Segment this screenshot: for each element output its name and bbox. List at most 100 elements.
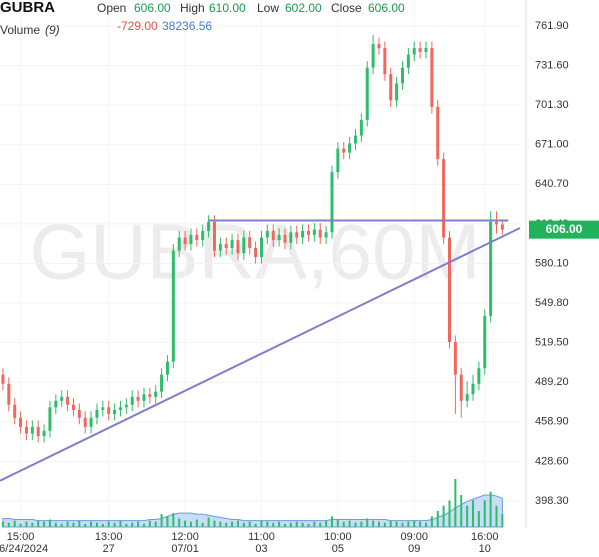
candle-body bbox=[500, 224, 504, 230]
candle-body bbox=[130, 396, 134, 405]
volume-bar bbox=[330, 516, 333, 527]
close-label: Close bbox=[331, 1, 362, 15]
candle-body bbox=[412, 48, 416, 55]
y-tick-label: 580.10 bbox=[535, 257, 569, 269]
candle-body bbox=[389, 74, 393, 101]
volume-bar bbox=[66, 521, 69, 527]
volume-bar bbox=[125, 523, 128, 527]
volume-bar bbox=[395, 521, 398, 527]
volume-ma-value: 38236.56 bbox=[162, 19, 212, 33]
candle-body bbox=[124, 404, 128, 408]
candle-body bbox=[365, 67, 369, 120]
candle-body bbox=[312, 229, 316, 235]
volume-bar bbox=[242, 522, 245, 527]
candle-body bbox=[277, 234, 281, 241]
candle-body bbox=[107, 407, 111, 414]
candle-body bbox=[118, 407, 122, 410]
candle-body bbox=[83, 417, 87, 427]
candle-body bbox=[165, 361, 169, 375]
x-tick-date: 07/01 bbox=[171, 543, 199, 555]
volume-bar bbox=[407, 521, 410, 527]
y-tick-label: 761.90 bbox=[535, 20, 569, 32]
volume-bar bbox=[495, 505, 498, 527]
volume-bar bbox=[272, 522, 275, 527]
volume-bar bbox=[336, 519, 339, 527]
volume-bar bbox=[72, 522, 75, 527]
volume-bar bbox=[319, 522, 322, 527]
candle-body bbox=[447, 237, 451, 343]
volume-bar bbox=[295, 521, 298, 527]
candle-body bbox=[483, 315, 487, 369]
volume-bar bbox=[90, 521, 93, 527]
volume-bar bbox=[460, 495, 463, 527]
candle-body bbox=[418, 48, 422, 52]
volume-bar bbox=[383, 522, 386, 527]
candle-body bbox=[13, 404, 17, 418]
y-tick-label: 489.20 bbox=[535, 376, 569, 388]
y-tick-label: 671.00 bbox=[535, 139, 569, 151]
candle-body bbox=[201, 230, 205, 241]
candle-body bbox=[160, 374, 164, 392]
candle-body bbox=[430, 48, 434, 107]
volume-bar bbox=[201, 522, 204, 527]
plot-area bbox=[0, 0, 527, 528]
candle-body bbox=[113, 409, 117, 414]
open-label: Open bbox=[97, 1, 126, 15]
volume-bar bbox=[148, 520, 151, 527]
volume-bar bbox=[342, 521, 345, 527]
candle-body bbox=[242, 237, 246, 254]
volume-bar bbox=[289, 522, 292, 527]
volume-bar bbox=[424, 522, 427, 527]
volume-bar bbox=[207, 517, 210, 527]
y-tick-label: 398.30 bbox=[535, 495, 569, 507]
volume-ma-area bbox=[2, 494, 503, 528]
volume-bar bbox=[266, 521, 269, 527]
volume-bar bbox=[389, 520, 392, 527]
volume-bar bbox=[195, 519, 198, 527]
volume-bar bbox=[307, 523, 310, 527]
candle-body bbox=[353, 135, 357, 144]
x-tick-label: 16:00 bbox=[471, 531, 499, 543]
volume-bar bbox=[254, 523, 257, 527]
volume-bar bbox=[483, 500, 486, 527]
volume-bar bbox=[137, 521, 140, 527]
candle-body bbox=[330, 172, 334, 233]
last-price-label: 606.00 bbox=[546, 222, 583, 236]
candle-body bbox=[36, 426, 40, 437]
volume-bar bbox=[225, 522, 228, 527]
high-label: High bbox=[180, 1, 205, 15]
candle-body bbox=[254, 247, 258, 258]
volume-bar bbox=[448, 500, 451, 527]
volume-bar bbox=[84, 523, 87, 527]
x-tick-label: 10:00 bbox=[324, 531, 352, 543]
candle-body bbox=[71, 404, 75, 410]
volume-bar bbox=[43, 521, 46, 527]
volume-bar bbox=[154, 521, 157, 527]
volume-bar bbox=[113, 522, 116, 527]
volume-bar bbox=[325, 520, 328, 527]
y-tick-label: 549.80 bbox=[535, 297, 569, 309]
candle-body bbox=[7, 383, 11, 405]
candle-body bbox=[66, 396, 70, 405]
candle-body bbox=[136, 396, 140, 401]
candle-body bbox=[453, 342, 457, 375]
candle-body bbox=[494, 221, 498, 225]
candle-body bbox=[89, 417, 93, 427]
candle-body bbox=[265, 230, 269, 238]
volume-bar bbox=[19, 523, 22, 527]
volume-bar bbox=[278, 521, 281, 527]
volume-bar bbox=[366, 518, 369, 527]
candle-body bbox=[212, 221, 216, 251]
symbol: GUBRA bbox=[0, 0, 55, 16]
candle-body bbox=[477, 368, 481, 384]
candle-body bbox=[154, 391, 158, 397]
x-tick-label: 15:00 bbox=[7, 531, 35, 543]
low-value: 602.00 bbox=[285, 1, 322, 15]
x-tick-label: 12:00 bbox=[171, 531, 199, 543]
volume-bar bbox=[25, 521, 28, 527]
candle-body bbox=[348, 143, 352, 153]
volume-bar bbox=[37, 520, 40, 527]
volume-bar bbox=[213, 520, 216, 527]
candle-body bbox=[236, 240, 240, 254]
